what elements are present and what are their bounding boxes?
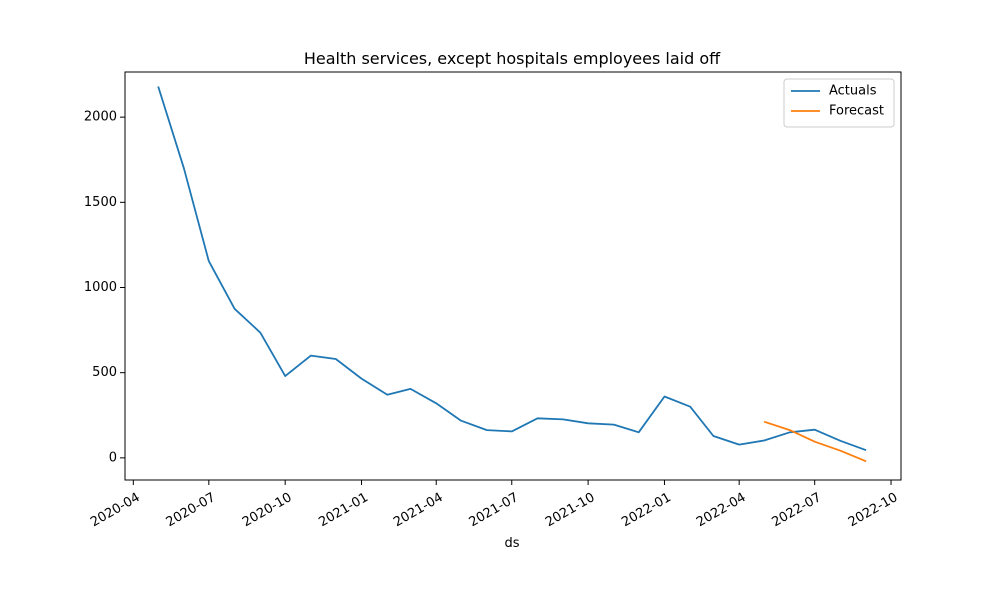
x-tick-label: 2020-04 <box>88 490 143 530</box>
x-tick-label: 2021-07 <box>467 490 522 530</box>
y-tick-label: 0 <box>109 450 117 465</box>
x-tick-label: 2021-10 <box>543 490 598 530</box>
x-tick-label: 2021-01 <box>316 490 371 530</box>
chart-title: Health services, except hospitals employ… <box>304 49 721 68</box>
x-tick-label: 2022-07 <box>770 490 825 530</box>
y-axis: 0 500 1000 1500 2000 <box>84 110 125 465</box>
legend: Actuals Forecast <box>783 78 895 128</box>
x-tick-label: 2020-07 <box>164 490 219 530</box>
y-tick-label: 500 <box>92 365 117 380</box>
x-axis-label: ds <box>504 536 519 551</box>
x-axis: 2020-04 2020-07 2020-10 2021-01 2021-04 2021-… <box>88 480 900 530</box>
plot-lines <box>157 86 867 463</box>
series-line-forecast <box>763 420 867 463</box>
x-tick-label: 2022-10 <box>846 490 901 530</box>
series-line-actuals <box>157 86 867 452</box>
plot-frame <box>124 71 902 481</box>
legend-label-actuals: Actuals <box>829 84 877 99</box>
y-tick-label: 2000 <box>84 110 117 125</box>
y-tick-label: 1000 <box>84 280 117 295</box>
x-tick-label: 2020-10 <box>240 490 295 530</box>
x-tick-label: 2022-04 <box>694 490 749 530</box>
x-tick-label: 2022-01 <box>619 490 674 530</box>
y-tick-label: 1500 <box>84 195 117 210</box>
legend-label-forecast: Forecast <box>829 104 884 119</box>
x-tick-label: 2021-04 <box>391 490 446 530</box>
